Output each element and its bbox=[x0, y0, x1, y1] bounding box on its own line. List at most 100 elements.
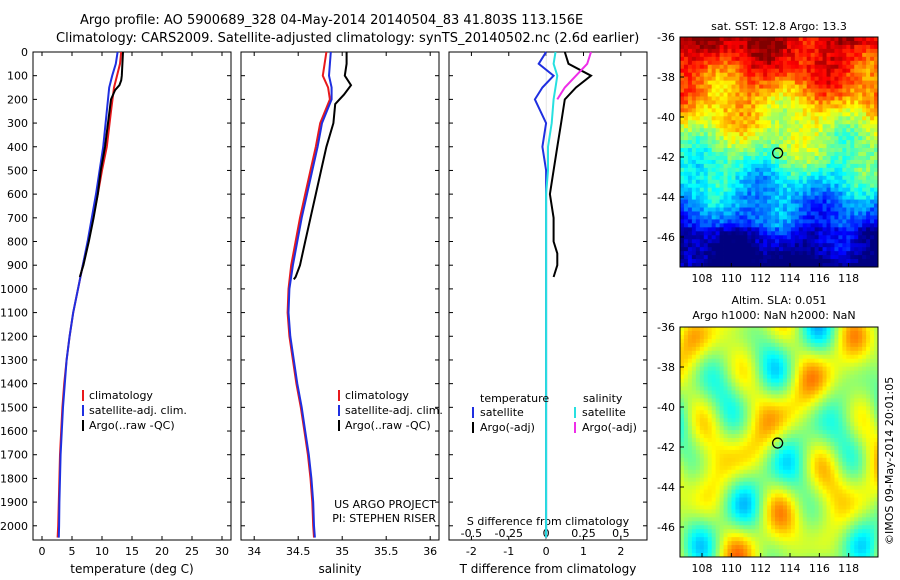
heatmap-cell bbox=[850, 60, 855, 66]
heatmap-cell bbox=[719, 52, 724, 58]
heatmap-cell bbox=[794, 338, 800, 344]
heatmap-cell bbox=[842, 124, 847, 129]
heatmap-cell bbox=[874, 259, 879, 264]
heatmap-cell bbox=[786, 44, 792, 50]
heatmap-cell bbox=[687, 84, 693, 89]
heatmap-cell bbox=[719, 132, 724, 137]
heatmap-cell bbox=[755, 159, 760, 165]
heatmap-cell bbox=[771, 64, 776, 70]
heatmap-cell bbox=[687, 155, 693, 161]
heatmap-cell bbox=[810, 167, 816, 173]
heatmap-cell bbox=[719, 155, 724, 161]
heatmap-cell bbox=[846, 330, 851, 336]
x-tick-label: 108 bbox=[692, 272, 713, 285]
heatmap-cell bbox=[680, 120, 685, 125]
heatmap-cell bbox=[759, 60, 764, 66]
heatmap-cell bbox=[790, 390, 796, 395]
heatmap-cell bbox=[727, 354, 732, 360]
heatmap-cell bbox=[731, 358, 736, 364]
heatmap-cell bbox=[858, 183, 863, 189]
heatmap-cell bbox=[834, 227, 839, 232]
heatmap-cell bbox=[691, 144, 697, 149]
heatmap-cell bbox=[782, 430, 788, 435]
heatmap-cell bbox=[755, 140, 760, 145]
heatmap-cell bbox=[818, 354, 823, 360]
heatmap-cell bbox=[782, 406, 788, 411]
heatmap-cell bbox=[771, 461, 776, 467]
heatmap-cell bbox=[782, 179, 788, 185]
heatmap-cell bbox=[703, 219, 709, 224]
heatmap-cell bbox=[810, 68, 816, 74]
heatmap-cell bbox=[782, 394, 788, 399]
heatmap-cell bbox=[814, 453, 819, 459]
heatmap-cell bbox=[763, 37, 768, 42]
heatmap-cell bbox=[751, 40, 756, 46]
heatmap-cell bbox=[846, 239, 851, 244]
heatmap-cell bbox=[846, 358, 851, 364]
heatmap-cell bbox=[727, 163, 732, 169]
heatmap-cell bbox=[818, 215, 823, 220]
heatmap-cell bbox=[826, 76, 831, 82]
heatmap-cell bbox=[810, 227, 816, 232]
heatmap-cell bbox=[870, 116, 875, 121]
heatmap-cell bbox=[707, 124, 713, 129]
heatmap-cell bbox=[790, 124, 796, 129]
heatmap-cell bbox=[846, 414, 851, 419]
heatmap-cell bbox=[707, 175, 713, 181]
heatmap-cell bbox=[747, 350, 752, 356]
heatmap-cell bbox=[687, 152, 693, 157]
heatmap-cell bbox=[830, 442, 835, 447]
heatmap-cell bbox=[683, 330, 689, 336]
heatmap-cell bbox=[862, 422, 867, 427]
heatmap-cell bbox=[680, 96, 685, 101]
heatmap-cell bbox=[822, 56, 827, 62]
heatmap-cell bbox=[810, 406, 816, 411]
heatmap-cell bbox=[806, 76, 812, 82]
heatmap-cell bbox=[680, 406, 685, 411]
heatmap-cell bbox=[874, 243, 879, 248]
heatmap-cell bbox=[782, 342, 788, 348]
heatmap-cell bbox=[680, 398, 685, 403]
heatmap-cell bbox=[739, 469, 744, 475]
heatmap-cell bbox=[874, 124, 879, 129]
heatmap-cell bbox=[695, 406, 701, 411]
heatmap-cell bbox=[790, 64, 796, 70]
heatmap-cell bbox=[782, 132, 788, 137]
heatmap-cell bbox=[786, 338, 792, 344]
heatmap-cell bbox=[723, 80, 728, 85]
heatmap-cell bbox=[707, 199, 713, 204]
heatmap-cell bbox=[822, 378, 827, 383]
heatmap-cell bbox=[711, 136, 717, 141]
heatmap-cell bbox=[850, 144, 855, 149]
heatmap-cell bbox=[731, 56, 736, 62]
legend-label: climatology bbox=[89, 389, 153, 402]
heatmap-cell bbox=[767, 263, 772, 268]
heatmap-cell bbox=[707, 144, 713, 149]
heatmap-cell bbox=[743, 346, 748, 352]
heatmap-cell bbox=[739, 342, 744, 348]
heatmap-cell bbox=[842, 406, 847, 411]
heatmap-cell bbox=[818, 37, 823, 42]
heatmap-cell bbox=[683, 128, 689, 133]
heatmap-cell bbox=[691, 191, 697, 197]
heatmap-cell bbox=[711, 144, 717, 149]
heatmap-cell bbox=[779, 338, 784, 344]
heatmap-cell bbox=[735, 358, 740, 364]
heatmap-cell bbox=[747, 140, 752, 145]
heatmap-cell bbox=[802, 251, 808, 256]
heatmap-cell bbox=[739, 334, 744, 340]
heatmap-cell bbox=[830, 438, 835, 443]
heatmap-cell bbox=[691, 100, 697, 105]
heatmap-cell bbox=[775, 374, 780, 379]
heatmap-cell bbox=[798, 199, 804, 204]
heatmap-cell bbox=[683, 64, 689, 70]
heatmap-cell bbox=[870, 418, 875, 423]
heatmap-cell bbox=[838, 163, 843, 169]
heatmap-cell bbox=[699, 457, 705, 463]
heatmap-cell bbox=[802, 80, 808, 85]
heatmap-cell bbox=[739, 175, 744, 181]
heatmap-cell bbox=[798, 414, 804, 419]
heatmap-cell bbox=[731, 183, 736, 189]
heatmap-cell bbox=[794, 243, 800, 248]
heatmap-cell bbox=[703, 251, 709, 256]
